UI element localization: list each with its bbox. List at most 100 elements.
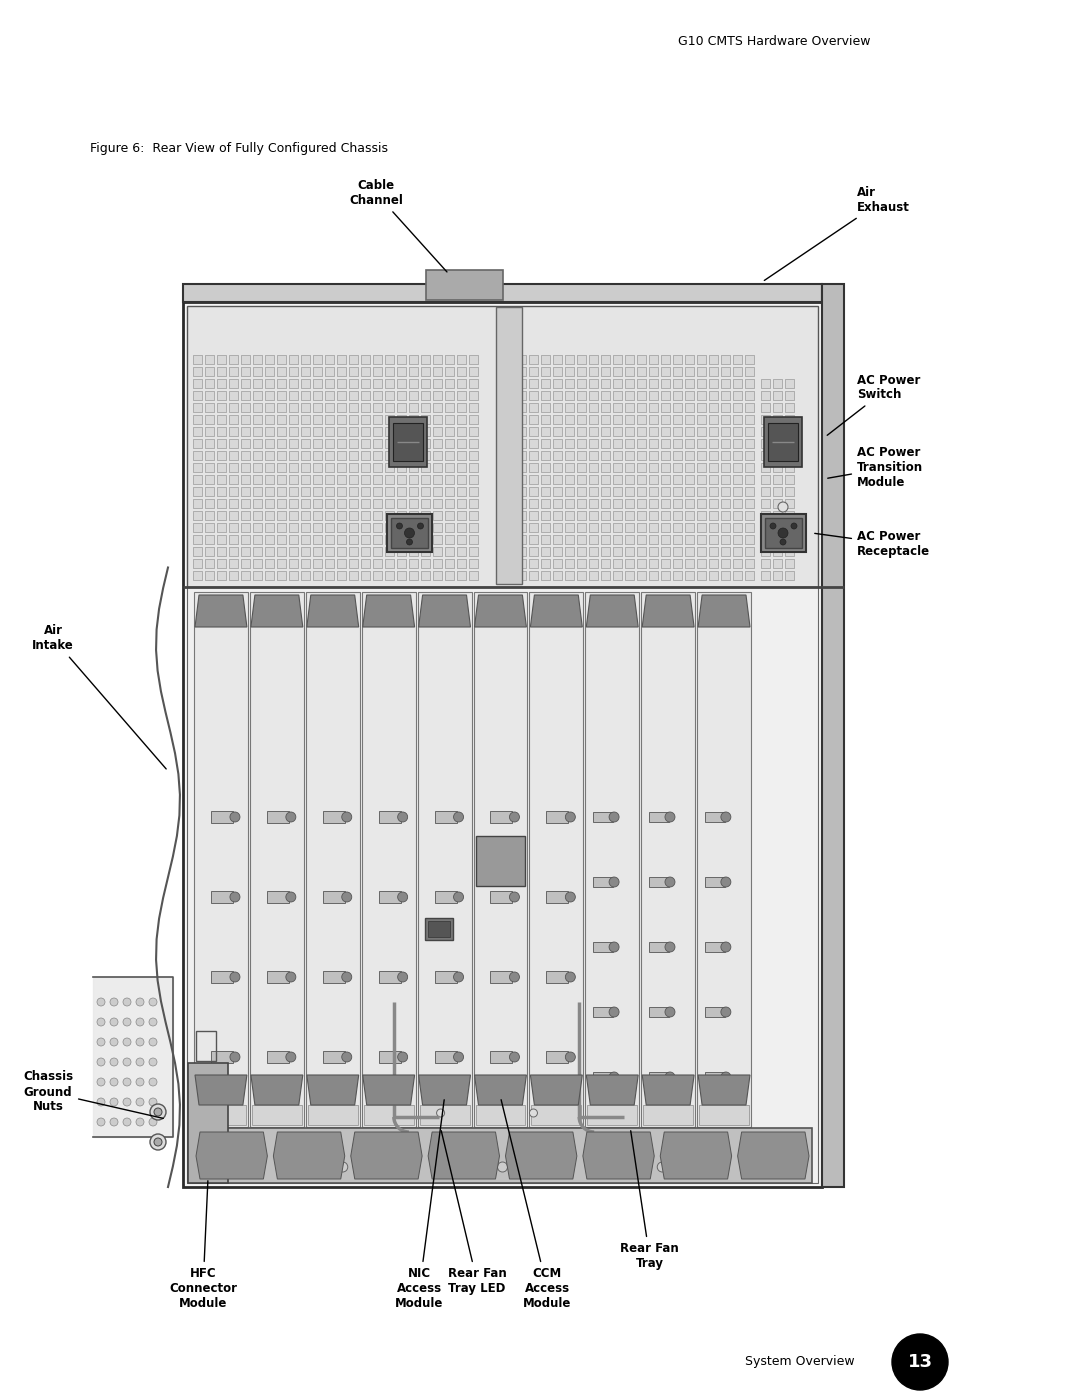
- Polygon shape: [363, 1076, 415, 1105]
- Bar: [373, 559, 382, 569]
- Bar: [553, 462, 563, 472]
- Bar: [421, 415, 430, 425]
- Bar: [625, 355, 634, 365]
- Bar: [388, 514, 432, 552]
- Bar: [457, 355, 465, 365]
- Bar: [409, 427, 418, 436]
- Bar: [337, 571, 346, 580]
- Polygon shape: [643, 1076, 694, 1105]
- Bar: [686, 451, 694, 460]
- Circle shape: [110, 1078, 118, 1085]
- Circle shape: [286, 1052, 296, 1062]
- Circle shape: [565, 972, 576, 982]
- Bar: [349, 475, 357, 483]
- Bar: [289, 439, 298, 448]
- Bar: [649, 1007, 669, 1017]
- Bar: [721, 548, 730, 556]
- Polygon shape: [419, 1076, 471, 1105]
- Bar: [565, 402, 575, 412]
- Bar: [379, 891, 401, 902]
- Bar: [649, 427, 659, 436]
- Bar: [397, 535, 406, 543]
- Bar: [649, 535, 659, 543]
- Circle shape: [123, 1098, 131, 1106]
- Bar: [323, 812, 345, 823]
- Bar: [397, 571, 406, 580]
- Bar: [733, 511, 742, 520]
- Bar: [529, 499, 538, 509]
- Bar: [379, 812, 401, 823]
- Bar: [301, 367, 310, 376]
- Bar: [553, 499, 563, 509]
- Bar: [445, 511, 454, 520]
- Bar: [265, 522, 274, 532]
- Bar: [276, 488, 286, 496]
- Circle shape: [436, 1109, 445, 1118]
- Bar: [590, 462, 598, 472]
- Bar: [733, 391, 742, 400]
- Bar: [529, 462, 538, 472]
- Bar: [301, 522, 310, 532]
- Bar: [445, 571, 454, 580]
- Bar: [649, 522, 659, 532]
- Bar: [469, 559, 478, 569]
- Bar: [434, 1051, 457, 1063]
- Polygon shape: [643, 595, 694, 627]
- Bar: [193, 571, 202, 580]
- Bar: [325, 499, 334, 509]
- Bar: [785, 475, 794, 483]
- Bar: [276, 522, 286, 532]
- Circle shape: [123, 1078, 131, 1085]
- Text: G10 CMTS Hardware Overview: G10 CMTS Hardware Overview: [677, 35, 870, 47]
- Bar: [325, 571, 334, 580]
- Bar: [265, 439, 274, 448]
- Bar: [241, 511, 249, 520]
- Bar: [590, 475, 598, 483]
- Bar: [445, 415, 454, 425]
- Bar: [661, 451, 671, 460]
- Circle shape: [123, 997, 131, 1006]
- Bar: [265, 379, 274, 388]
- Bar: [433, 379, 442, 388]
- Bar: [301, 379, 310, 388]
- Circle shape: [510, 812, 519, 821]
- Bar: [313, 451, 322, 460]
- Circle shape: [286, 893, 296, 902]
- Bar: [590, 522, 598, 532]
- Bar: [686, 488, 694, 496]
- Bar: [565, 439, 575, 448]
- Bar: [193, 511, 202, 520]
- Bar: [698, 451, 706, 460]
- Circle shape: [510, 893, 519, 902]
- Bar: [229, 535, 238, 543]
- Bar: [785, 535, 794, 543]
- Bar: [325, 367, 334, 376]
- Bar: [241, 571, 249, 580]
- Bar: [517, 427, 526, 436]
- Bar: [361, 402, 370, 412]
- Bar: [649, 462, 659, 472]
- Bar: [529, 402, 538, 412]
- Bar: [590, 535, 598, 543]
- Bar: [553, 439, 563, 448]
- Bar: [565, 548, 575, 556]
- Bar: [337, 451, 346, 460]
- Bar: [313, 391, 322, 400]
- Bar: [301, 427, 310, 436]
- Bar: [733, 571, 742, 580]
- Bar: [421, 379, 430, 388]
- Bar: [649, 379, 659, 388]
- Bar: [445, 462, 454, 472]
- Bar: [529, 559, 538, 569]
- Bar: [361, 499, 370, 509]
- Bar: [710, 415, 718, 425]
- Bar: [565, 427, 575, 436]
- Bar: [553, 379, 563, 388]
- Bar: [325, 402, 334, 412]
- Bar: [590, 355, 598, 365]
- Circle shape: [892, 1334, 948, 1390]
- Bar: [745, 571, 754, 580]
- Bar: [637, 522, 646, 532]
- Bar: [529, 451, 538, 460]
- Bar: [661, 355, 671, 365]
